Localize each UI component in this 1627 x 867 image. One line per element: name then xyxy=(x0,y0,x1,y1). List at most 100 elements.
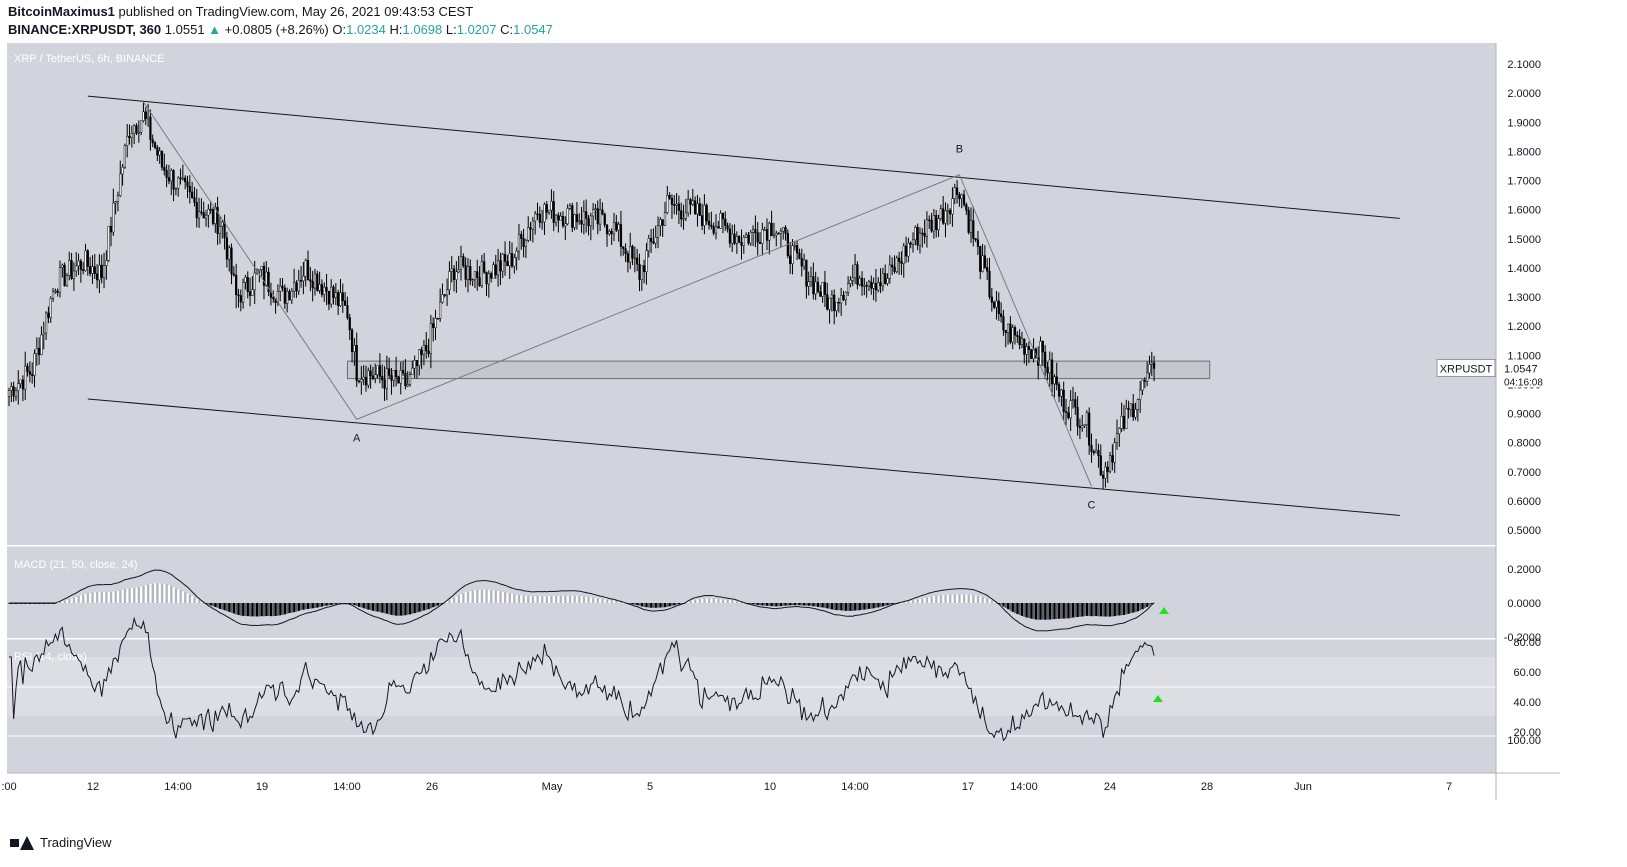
candle-body xyxy=(914,227,917,241)
macd-bar xyxy=(849,603,852,611)
macd-bar xyxy=(513,594,516,603)
candle-body xyxy=(568,205,572,209)
candle-body xyxy=(1104,466,1107,479)
candle-body xyxy=(796,245,799,254)
macd-bar xyxy=(816,603,820,607)
candle-body xyxy=(851,277,854,281)
macd-bar xyxy=(1030,603,1033,619)
candle-body xyxy=(589,215,592,227)
macd-bar xyxy=(480,589,484,603)
macd-bar xyxy=(209,603,212,606)
time-tick: 14:00 xyxy=(841,781,869,793)
candle-body xyxy=(1090,444,1093,452)
high-label: H: xyxy=(389,22,403,37)
macd-bar xyxy=(453,597,456,603)
macd-bar xyxy=(666,603,669,607)
macd-bar xyxy=(1132,603,1135,613)
macd-bar xyxy=(100,592,103,603)
publish-info: published on TradingView.com, May 26, 20… xyxy=(118,4,474,19)
candle-body xyxy=(629,245,632,263)
candle-body xyxy=(1125,408,1128,429)
macd-bar xyxy=(84,594,87,603)
macd-bar xyxy=(784,603,787,606)
candle-body xyxy=(520,234,523,239)
macd-bar xyxy=(647,603,650,608)
candle-body xyxy=(668,195,671,199)
macd-bar xyxy=(369,603,372,611)
macd-bar xyxy=(374,603,377,612)
symbol-label: BINANCE:XRPUSDT, 360 xyxy=(8,22,162,37)
candle-body xyxy=(146,116,150,120)
macd-bar xyxy=(728,600,732,603)
rsi-tick: 60.00 xyxy=(1513,667,1541,679)
candle-body xyxy=(337,292,340,306)
macd-bar xyxy=(103,592,106,603)
macd-bar xyxy=(281,603,284,615)
candle-body xyxy=(279,285,282,292)
macd-bar xyxy=(256,603,259,617)
macd-bar xyxy=(82,594,85,603)
macd-bar xyxy=(188,594,192,603)
candle-body xyxy=(91,266,94,274)
candle-body xyxy=(988,270,991,298)
candle-body xyxy=(12,386,15,397)
candle-body xyxy=(983,255,986,268)
candle-body xyxy=(93,266,96,275)
macd-bar xyxy=(524,595,528,603)
macd-bar xyxy=(663,603,667,608)
candle-body xyxy=(434,318,437,328)
candle-body xyxy=(707,220,711,226)
macd-bar xyxy=(244,603,247,616)
candle-body xyxy=(376,365,379,375)
candle-body xyxy=(898,257,901,262)
candle-body xyxy=(89,266,92,274)
candle-body xyxy=(304,260,307,277)
macd-bar xyxy=(622,602,625,604)
author-name[interactable]: BitcoinMaximus1 xyxy=(8,4,115,19)
macd-bar xyxy=(907,601,910,603)
macd-bar xyxy=(1074,603,1077,618)
macd-bar xyxy=(283,603,287,615)
candle-body xyxy=(98,264,101,281)
candle-body xyxy=(126,136,129,146)
candle-body xyxy=(696,203,699,215)
candle-body xyxy=(749,232,752,244)
time-tick: 24 xyxy=(1104,781,1116,793)
candle-body xyxy=(559,215,562,221)
macd-bar xyxy=(511,594,514,603)
macd-bar xyxy=(888,603,892,605)
candle-body xyxy=(10,386,13,391)
candle-body xyxy=(969,220,973,233)
macd-bar xyxy=(478,589,481,603)
macd-bar xyxy=(585,596,588,603)
footer-brand[interactable]: TradingView xyxy=(40,835,112,850)
macd-bar xyxy=(566,595,569,603)
macd-bar xyxy=(313,603,317,609)
candle-body xyxy=(105,260,108,266)
macd-bar xyxy=(830,603,834,610)
macd-bar xyxy=(921,598,924,603)
candle-body xyxy=(847,283,850,293)
candle-body xyxy=(1076,406,1079,427)
time-tick: 14:00 xyxy=(333,781,361,793)
candle-body xyxy=(837,302,840,304)
candle-body xyxy=(1095,450,1098,453)
macd-bar xyxy=(768,603,771,606)
candle-body xyxy=(357,380,361,383)
candle-body xyxy=(19,379,22,384)
time-tick: 26 xyxy=(426,781,438,793)
macd-bar xyxy=(351,603,354,605)
macd-bar xyxy=(223,603,226,611)
macd-bar xyxy=(858,603,861,611)
price-tick: 1.5000 xyxy=(1507,234,1541,246)
macd-bar xyxy=(675,603,678,605)
macd-bar xyxy=(960,594,963,603)
candle-body xyxy=(116,195,120,202)
price-tick: 1.2000 xyxy=(1507,321,1541,333)
macd-bar xyxy=(79,595,83,603)
macd-bar xyxy=(77,596,80,603)
candle-body xyxy=(745,234,748,238)
candle-body xyxy=(7,390,11,397)
macd-bar xyxy=(976,595,980,603)
